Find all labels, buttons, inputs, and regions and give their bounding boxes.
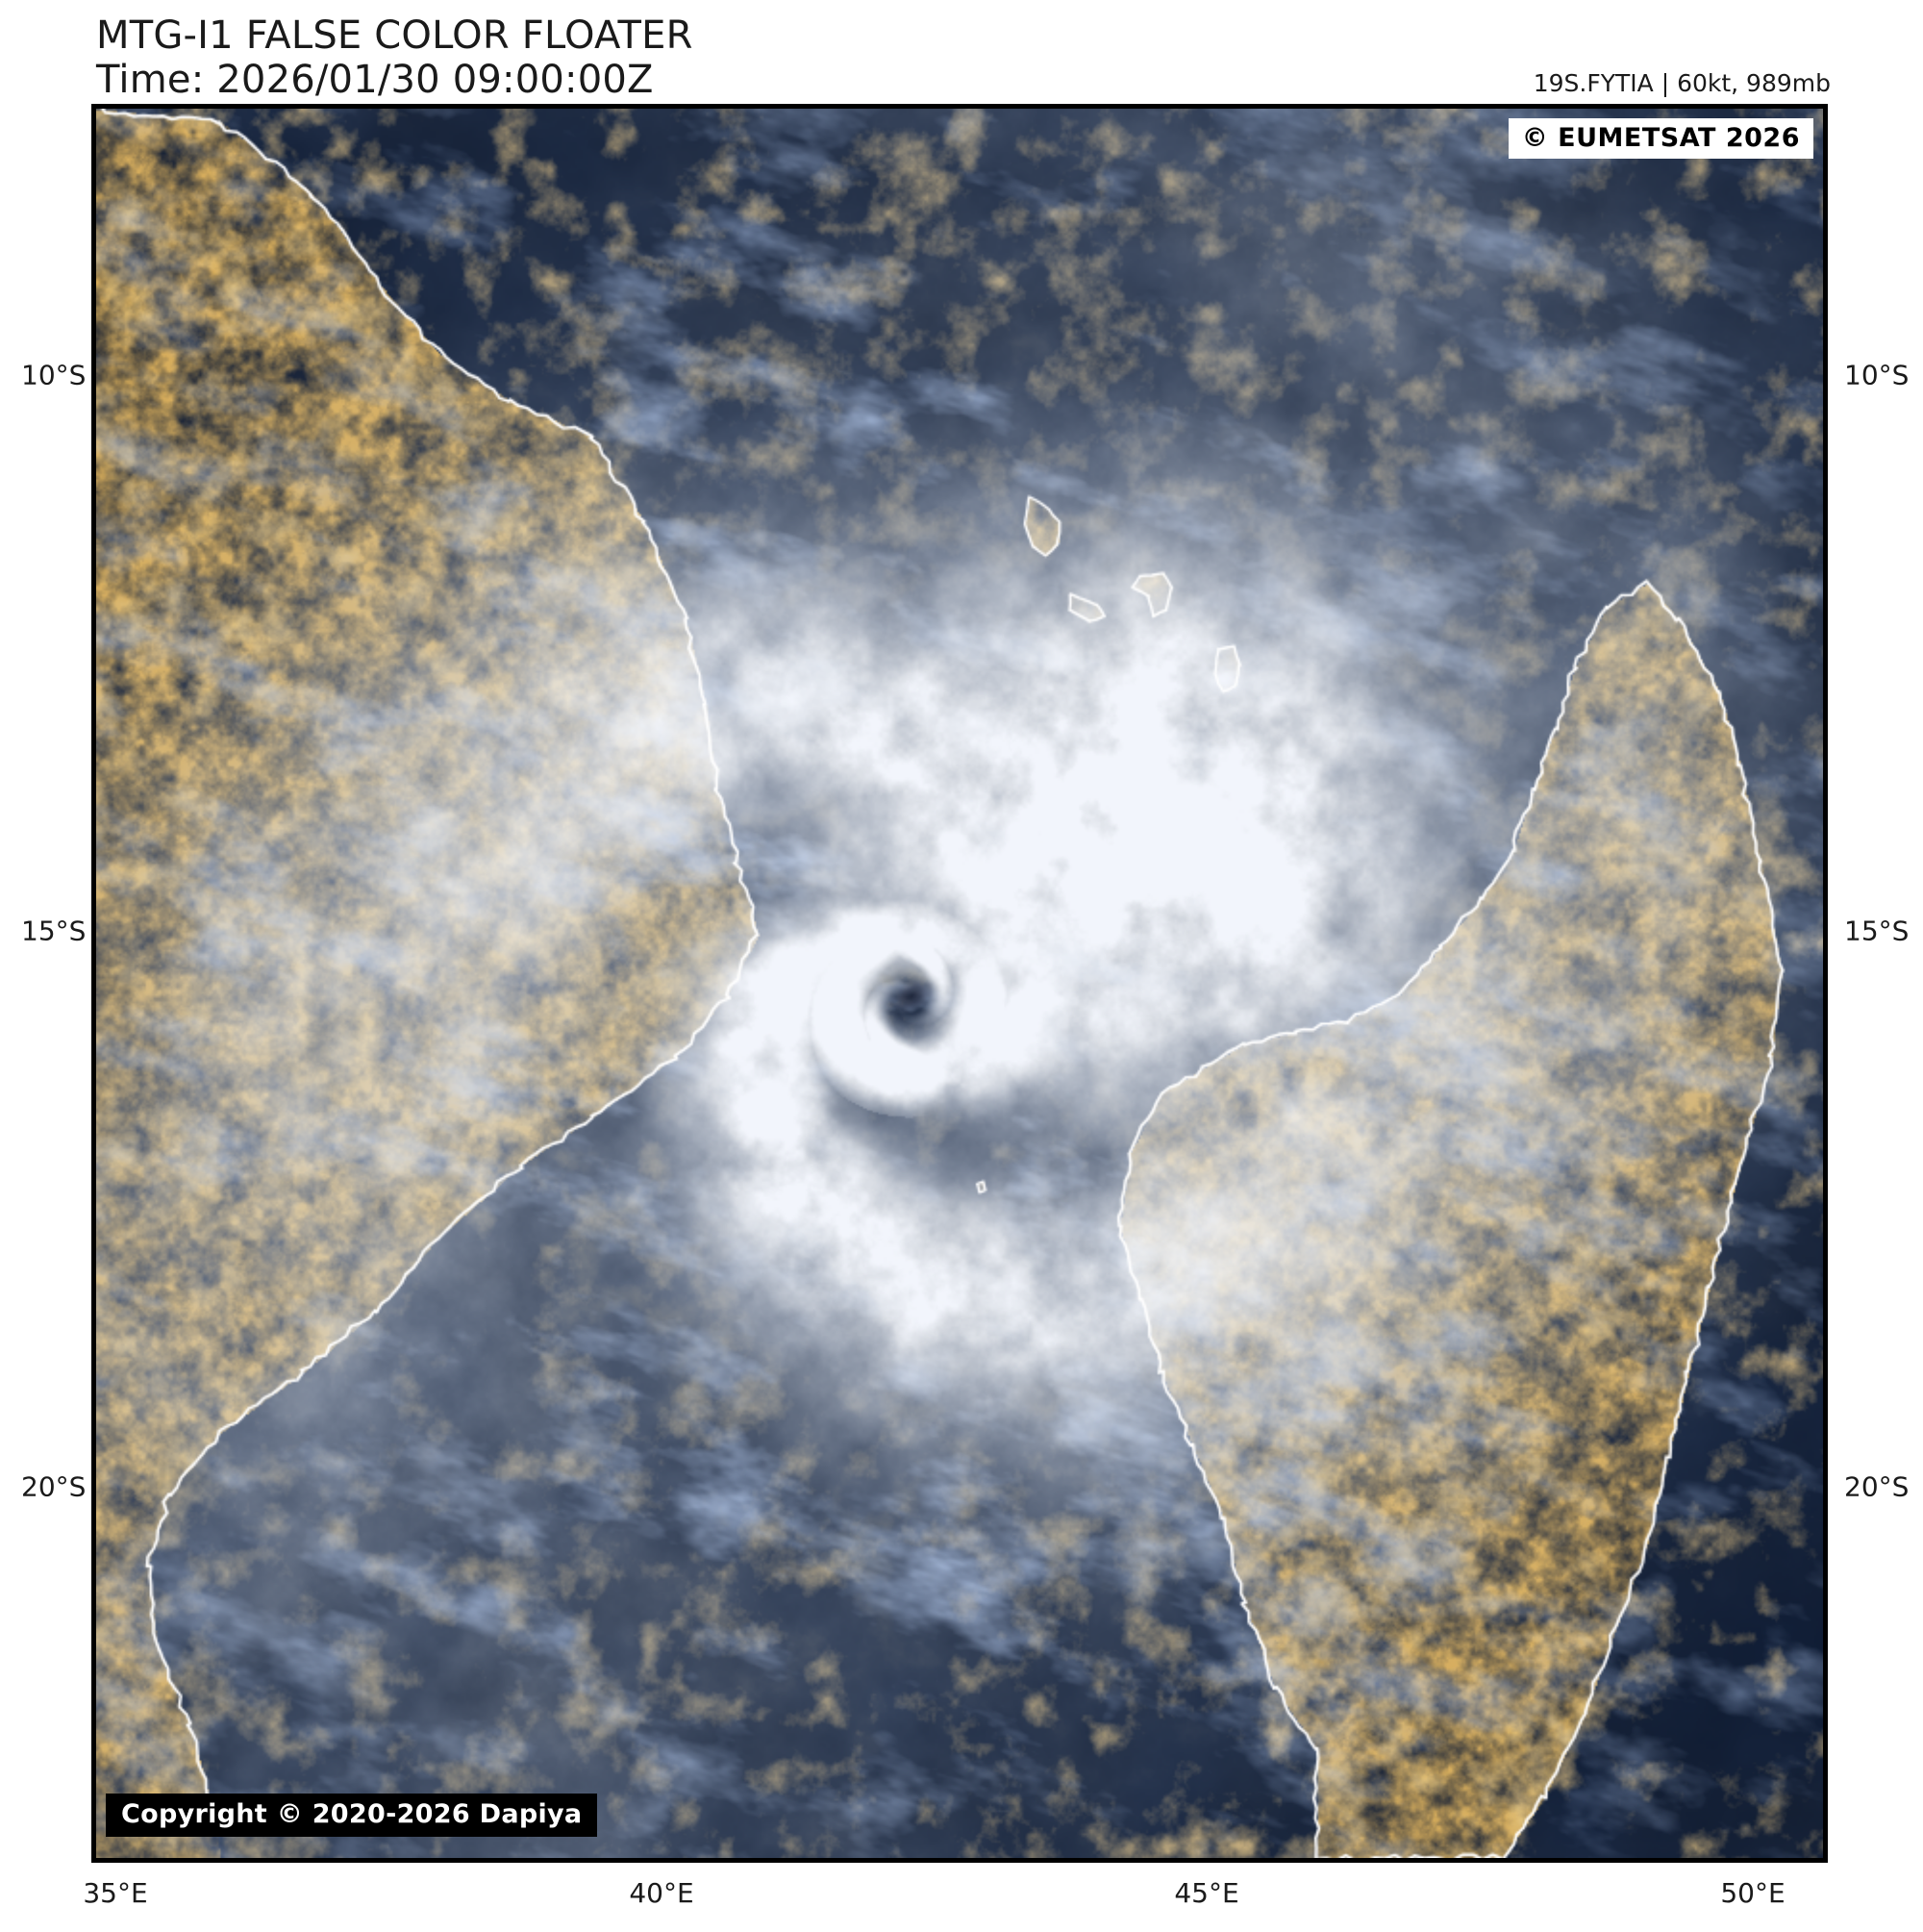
lat-tick-right-10S: 10°S: [1844, 359, 1910, 391]
lat-tick-left-15S: 15°S: [21, 915, 87, 947]
dapiya-copyright-badge: Copyright © 2020-2026 Dapiya: [106, 1794, 598, 1837]
lon-tick-35E: 35°E: [83, 1877, 148, 1909]
lat-tick-left-20S: 20°S: [21, 1470, 87, 1503]
timestamp-label: Time: 2026/01/30 09:00:00Z: [96, 58, 654, 102]
header: MTG-I1 FALSE COLOR FLOATER Time: 2026/01…: [0, 0, 1923, 104]
storm-info-label: 19S.FYTIA | 60kt, 989mb: [1533, 69, 1831, 97]
lat-tick-right-15S: 15°S: [1844, 915, 1910, 947]
eumetsat-copyright-badge: © EUMETSAT 2026: [1508, 118, 1813, 159]
page-title: MTG-I1 FALSE COLOR FLOATER: [96, 13, 693, 58]
lon-tick-40E: 40°E: [629, 1877, 694, 1909]
lon-tick-45E: 45°E: [1174, 1877, 1239, 1909]
lat-tick-right-20S: 20°S: [1844, 1470, 1910, 1503]
lon-tick-50E: 50°E: [1720, 1877, 1786, 1909]
lat-tick-left-10S: 10°S: [21, 359, 87, 391]
satellite-image-panel[interactable]: © EUMETSAT 2026 Copyright © 2020-2026 Da…: [91, 104, 1828, 1863]
false-color-satellite-canvas: [96, 109, 1823, 1858]
